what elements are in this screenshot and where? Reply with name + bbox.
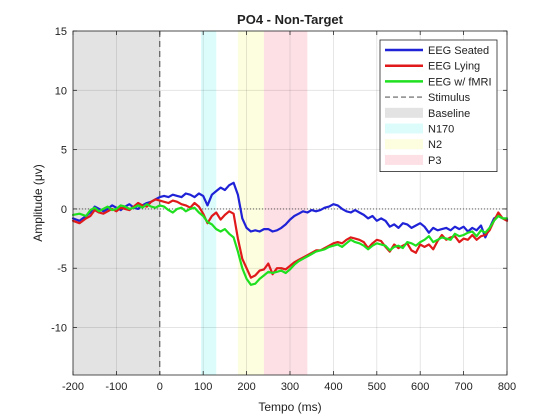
chart-title: PO4 - Non-Target (237, 12, 344, 27)
x-axis-label: Tempo (ms) (258, 400, 321, 414)
legend-swatch-p3 (385, 154, 423, 165)
legend-label-eeg-seated: EEG Seated (428, 45, 489, 57)
y-tick-label: 10 (55, 85, 67, 97)
plot-regions (73, 31, 308, 375)
legend-label-n2: N2 (428, 139, 442, 151)
x-tick-label: -200 (62, 381, 84, 393)
x-axis-ticks: -200 -100 0 100 200 300 400 500 600 700 800 (62, 31, 516, 393)
legend-swatch-baseline (385, 107, 423, 118)
legend-label-baseline: Baseline (428, 108, 470, 120)
y-tick-label: 0 (61, 204, 67, 216)
x-tick-label: 800 (498, 381, 516, 393)
legend: EEG Seated EEG Lying EEG w/ fMRI Stimulus Ba… (379, 39, 498, 173)
x-tick-label: 0 (157, 381, 163, 393)
y-tick-label: -10 (51, 323, 67, 335)
x-tick-label: 100 (194, 381, 212, 393)
x-tick-label: 500 (368, 381, 386, 393)
x-tick-label: 400 (324, 381, 342, 393)
y-axis-label: Amplitude (μv) (31, 164, 45, 242)
y-tick-label: 15 (55, 26, 67, 38)
x-tick-label: -100 (105, 381, 127, 393)
x-tick-label: 200 (237, 381, 255, 393)
legend-box (379, 39, 498, 173)
legend-label-n170: N170 (428, 124, 454, 136)
y-tick-label: 5 (61, 145, 67, 157)
y-tick-label: -5 (57, 263, 67, 275)
x-tick-label: 600 (411, 381, 429, 393)
legend-label-p3: P3 (428, 155, 441, 167)
plot-series (71, 181, 509, 286)
legend-label-eeg-w-fmri: EEG w/ fMRI (428, 76, 492, 88)
legend-label-stimulus: Stimulus (428, 92, 471, 104)
x-tick-label: 700 (454, 381, 472, 393)
series-line-eeg-seated (71, 181, 509, 239)
x-tick-label: 300 (281, 381, 299, 393)
region-n2 (237, 31, 264, 375)
y-axis-ticks: -10 -5 0 5 10 15 (51, 26, 507, 335)
series-line-eeg-w-fmri (71, 203, 509, 286)
legend-swatch-n2 (385, 139, 423, 150)
legend-swatch-n170 (385, 123, 423, 134)
region-p3 (263, 31, 308, 375)
legend-label-eeg-lying: EEG Lying (428, 61, 480, 73)
